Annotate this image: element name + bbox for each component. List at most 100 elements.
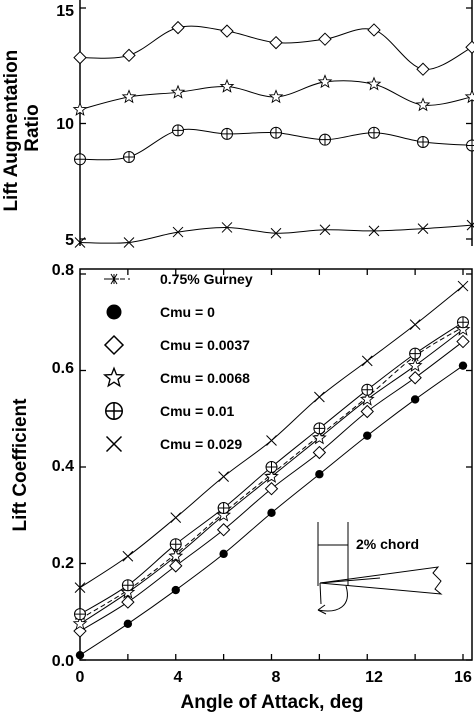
point-cmu-0 (171, 585, 180, 595)
top-ytick-label: 15 (56, 3, 74, 20)
point-cmu-0-01 (169, 538, 182, 551)
xtick-label: 12 (365, 669, 383, 686)
top-y-axis-title-line2: Ratio (22, 104, 43, 152)
point-cmu-0 (267, 508, 276, 518)
top-point-circle-plus (74, 153, 86, 166)
legend-item-cmu-0-0068: Cmu = 0.0068 (102, 366, 250, 388)
top-point-x (417, 223, 429, 234)
point-cmu-0-0037 (312, 445, 327, 460)
top-point-star (464, 89, 474, 104)
legend-item-0-75-gurney: 0.75% Gurney (104, 271, 253, 287)
airfoil-camber-line (319, 577, 381, 584)
legend-label: Cmu = 0 (160, 304, 215, 320)
top-point-circle-plus (123, 150, 135, 163)
legend-marker (106, 304, 122, 320)
top-point-circle-plus (417, 135, 429, 148)
bottom-x-tick-labels: 0 4 8 12 16 (76, 669, 472, 686)
bottom-ytick-label: 0.4 (52, 458, 74, 475)
point-cmu-0 (315, 470, 324, 479)
point-cmu-0-0068 (312, 430, 327, 445)
point-cmu-0-0068 (120, 584, 136, 599)
top-point-x (123, 237, 135, 248)
point-cmu-0-0037 (408, 371, 422, 385)
legend-label: Cmu = 0.01 (160, 403, 235, 419)
top-point-circle-plus (172, 124, 184, 137)
legend-label: 0.75% Gurney (160, 271, 253, 287)
top-point-star (317, 74, 333, 89)
top-ytick-label: 5 (65, 232, 74, 249)
point-cmu-0-029 (170, 512, 182, 524)
top-point-circle-plus (270, 126, 282, 139)
point-cmu-0-0037 (216, 523, 231, 537)
top-ytick-label: 10 (56, 116, 74, 133)
top-point-star (415, 97, 431, 112)
bottom-ytick-label: 0.0 (52, 653, 74, 670)
gurney-flap-inset (317, 522, 443, 615)
point-cmu-0-029 (361, 355, 373, 367)
top-point-x (368, 225, 380, 237)
point-cmu-0-0037 (121, 595, 135, 609)
legend-marker (103, 334, 125, 356)
top-point-star (268, 89, 284, 104)
point-cmu-0-029 (409, 319, 421, 331)
point-cmu-0-0068 (359, 391, 375, 406)
top-point-x (319, 224, 331, 236)
legend-marker (109, 273, 119, 285)
point-cmu-0-01 (217, 502, 230, 515)
top-series-x-line (79, 224, 473, 244)
flow-arrowhead (317, 604, 327, 615)
point-cmu-0-0037 (264, 482, 279, 496)
bottom-y-axis-title: Lift Coefficient (10, 398, 31, 532)
top-point-diamond (122, 48, 136, 63)
point-cmu-0 (363, 431, 372, 440)
airfoil-trailing-edge (319, 566, 443, 595)
point-cmu-0-0068 (168, 548, 184, 563)
top-point-x (172, 226, 184, 238)
top-point-circle-plus (466, 139, 474, 152)
top-point-diamond (318, 32, 332, 46)
bottom-series (72, 280, 471, 660)
point-cmu-0-029 (218, 471, 229, 483)
top-point-star (219, 78, 235, 93)
top-point-diamond (465, 40, 474, 54)
bottom-ticks (80, 269, 472, 661)
point-cmu-0-01 (74, 608, 86, 621)
point-cmu-0-029 (74, 582, 86, 593)
xtick-label: 8 (272, 669, 281, 686)
legend-marker (105, 435, 123, 453)
point-cmu-0-01 (409, 347, 422, 360)
point-cmu-0-0037 (169, 559, 183, 573)
top-point-star (170, 84, 186, 99)
legend-label: Cmu = 0.0068 (160, 370, 250, 386)
top-point-diamond (171, 20, 185, 35)
point-cmu-0-029 (266, 435, 277, 446)
x-axis-title: Angle of Attack, deg (181, 692, 364, 713)
chord-annotation-label: 2% chord (356, 536, 419, 552)
top-point-circle-plus (319, 133, 331, 146)
legend-item-cmu-0-0037: Cmu = 0.0037 (103, 334, 250, 356)
legend: 0.75% Gurney Cmu = 0 Cmu = 0.0037 Cmu = 0.0… (102, 271, 253, 453)
top-y-tick-labels: 15 10 5 (56, 3, 74, 249)
point-cmu-0-01 (313, 422, 326, 435)
legend-label: Cmu = 0.029 (160, 436, 242, 452)
point-cmu-0-0037 (456, 334, 470, 349)
top-point-x (466, 219, 474, 231)
point-cmu-0-029 (314, 391, 325, 403)
legend-marker (105, 402, 123, 420)
legend-marker (102, 366, 126, 388)
point-cmu-0-01 (361, 383, 374, 396)
xtick-label: 4 (174, 669, 183, 686)
top-y-axis-title-line1: Lift Augmentation (1, 50, 22, 212)
top-point-star (366, 76, 382, 91)
point-cmu-0 (123, 619, 133, 629)
top-point-star (121, 89, 137, 104)
gurney-flap-tab (319, 582, 322, 605)
point-cmu-0-029 (122, 550, 134, 562)
flow-arrow (317, 585, 348, 612)
legend-item-cmu-0-01: Cmu = 0.01 (105, 402, 235, 420)
point-cmu-0-01 (457, 316, 469, 329)
point-cmu-0 (458, 361, 468, 370)
point-cmu-0-0068 (216, 507, 231, 522)
bottom-ytick-label: 0.8 (52, 262, 74, 279)
